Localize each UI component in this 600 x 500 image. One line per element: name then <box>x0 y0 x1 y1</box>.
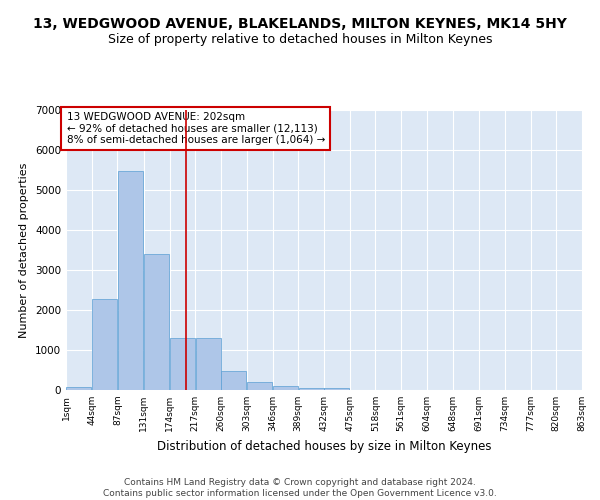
Text: Contains HM Land Registry data © Crown copyright and database right 2024.
Contai: Contains HM Land Registry data © Crown c… <box>103 478 497 498</box>
X-axis label: Distribution of detached houses by size in Milton Keynes: Distribution of detached houses by size … <box>157 440 491 452</box>
Bar <box>67 387 91 390</box>
Bar <box>273 386 298 390</box>
Bar <box>92 299 117 390</box>
Bar <box>196 338 221 390</box>
Y-axis label: Number of detached properties: Number of detached properties <box>19 162 29 338</box>
Text: Size of property relative to detached houses in Milton Keynes: Size of property relative to detached ho… <box>108 32 492 46</box>
Bar <box>170 338 195 390</box>
Bar <box>325 388 349 390</box>
Bar <box>144 254 169 390</box>
Text: 13 WEDGWOOD AVENUE: 202sqm
← 92% of detached houses are smaller (12,113)
8% of s: 13 WEDGWOOD AVENUE: 202sqm ← 92% of deta… <box>67 112 325 145</box>
Bar <box>299 388 323 390</box>
Text: 13, WEDGWOOD AVENUE, BLAKELANDS, MILTON KEYNES, MK14 5HY: 13, WEDGWOOD AVENUE, BLAKELANDS, MILTON … <box>33 18 567 32</box>
Bar <box>247 382 272 390</box>
Bar <box>221 371 247 390</box>
Bar <box>118 171 143 390</box>
